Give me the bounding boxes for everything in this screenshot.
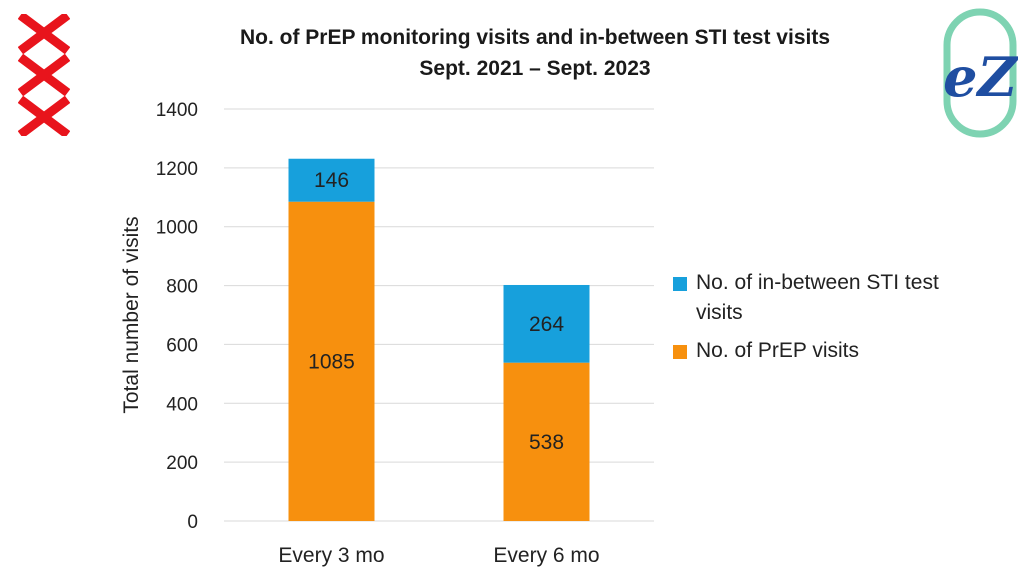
x-category-label: Every 6 mo	[493, 544, 599, 567]
cross-icon	[18, 53, 70, 97]
cross-icon	[18, 14, 70, 55]
y-tick-label: 1200	[156, 159, 198, 180]
chart-title-line2: Sept. 2021 – Sept. 2023	[419, 57, 651, 80]
bars	[288, 158, 590, 521]
bar-segment	[288, 201, 375, 521]
legend: No. of in-between STI test visits No. of…	[673, 268, 956, 374]
ez-logo: eZ	[943, 8, 1018, 138]
chart-title: No. of PrEP monitoring visits and in-bet…	[140, 22, 930, 84]
y-axis-ticks: 0 200 400 600 800 1000 1200 1400	[156, 100, 198, 533]
legend-swatch-prep	[673, 345, 687, 359]
data-label: 1085	[308, 350, 355, 373]
y-tick-label: 1000	[156, 218, 198, 239]
bar-segment	[288, 158, 375, 202]
y-tick-label: 400	[166, 394, 198, 415]
bar-segment	[503, 362, 590, 521]
data-labels: 1085 146 538 264	[308, 169, 564, 454]
cross-icon	[18, 95, 70, 136]
data-label: 538	[529, 431, 564, 454]
legend-swatch-sti	[673, 277, 687, 291]
legend-label-sti: No. of in-between STI test visits	[696, 271, 939, 324]
legend-item-sti: No. of in-between STI test visits	[673, 268, 956, 328]
y-tick-label: 0	[187, 512, 198, 533]
y-tick-label: 200	[166, 453, 198, 474]
chart-title-line1: No. of PrEP monitoring visits and in-bet…	[239, 26, 831, 49]
x-axis-categories: Every 3 mo Every 6 mo	[278, 544, 599, 567]
x-category-label: Every 3 mo	[278, 544, 384, 567]
y-tick-label: 800	[166, 277, 198, 298]
y-tick-label: 600	[166, 335, 198, 356]
data-label: 146	[314, 169, 349, 192]
ez-logo-text: eZ	[943, 45, 1018, 109]
bar-segment	[503, 284, 590, 363]
data-label: 264	[529, 313, 564, 336]
y-axis-label: Total number of visits	[120, 216, 143, 413]
legend-label-prep: No. of PrEP visits	[696, 339, 859, 362]
legend-item-prep: No. of PrEP visits	[673, 336, 956, 366]
y-tick-label: 1400	[156, 100, 198, 121]
amsterdam-crosses-logo	[18, 14, 70, 136]
